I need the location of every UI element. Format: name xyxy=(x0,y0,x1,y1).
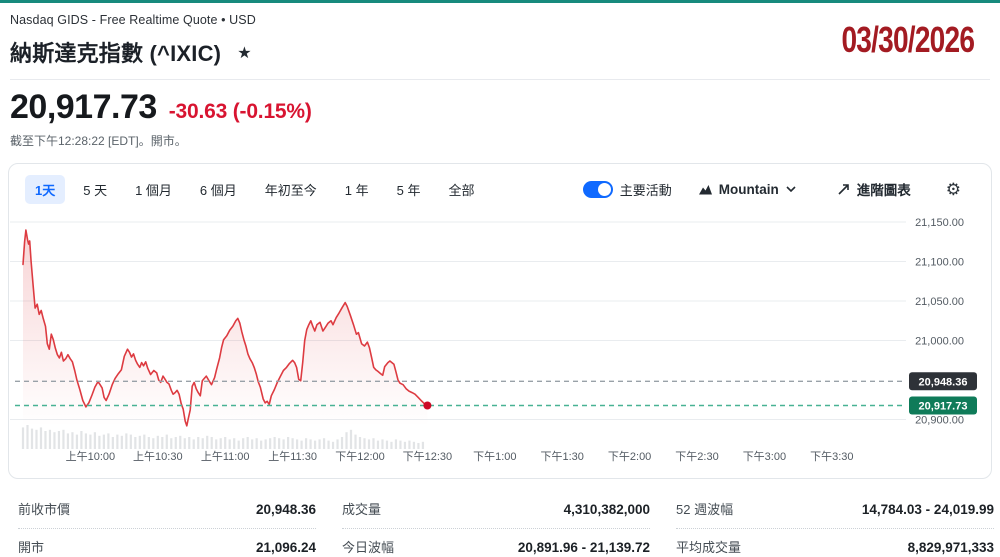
svg-text:21,150.00: 21,150.00 xyxy=(915,217,964,229)
svg-text:下午1:00: 下午1:00 xyxy=(473,450,516,463)
top-progress-bar xyxy=(0,0,1000,3)
gear-icon[interactable]: ⚙ xyxy=(945,179,961,199)
tab-5y[interactable]: 5 年 xyxy=(387,175,431,204)
tab-ytd[interactable]: 年初至今 xyxy=(255,175,327,204)
chart-type-select[interactable]: Mountain xyxy=(698,181,796,197)
stat-52wk-range: 52 週波幅 14,784.03 - 24,019.99 xyxy=(676,491,994,529)
key-events-toggle-group: 主要活動 xyxy=(582,180,672,199)
stat-previous-close: 前收市價 20,948.36 xyxy=(18,491,316,529)
price-chart[interactable]: 21,150.00 21,100.00 21,050.00 21,000.00 20,9… xyxy=(9,164,991,478)
chart-panel: 1天 5 天 1 個月 6 個月 年初至今 1 年 5 年 全部 主要活動 Mo… xyxy=(8,163,992,479)
quote-header: Nasdaq GIDS - Free Realtime Quote • USD … xyxy=(0,3,1000,149)
tab-6m[interactable]: 6 個月 xyxy=(190,175,247,204)
range-tabs: 1天 5 天 1 個月 6 個月 年初至今 1 年 5 年 全部 xyxy=(25,174,484,204)
chart-type-value: Mountain xyxy=(718,181,779,197)
current-price: 20,917.73 xyxy=(10,88,157,126)
chart-toolbar: 1天 5 天 1 個月 6 個月 年初至今 1 年 5 年 全部 主要活動 Mo… xyxy=(9,164,991,214)
svg-text:下午2:00: 下午2:00 xyxy=(608,450,651,463)
svg-text:21,000.00: 21,000.00 xyxy=(915,336,964,348)
quote-timestamp: 截至下午12:28:22 [EDT]。開市。 xyxy=(10,134,187,148)
chevron-down-icon xyxy=(786,186,796,192)
svg-text:20,948.36: 20,948.36 xyxy=(919,376,968,388)
svg-text:下午12:00: 下午12:00 xyxy=(335,450,385,463)
stat-open: 開市 21,096.24 xyxy=(18,529,316,557)
svg-text:下午1:30: 下午1:30 xyxy=(540,450,583,463)
mountain-icon xyxy=(698,184,712,194)
stat-avg-volume: 平均成交量 8,829,971,333 xyxy=(676,529,994,557)
exchange-info: Nasdaq GIDS - Free Realtime Quote • USD xyxy=(10,13,256,27)
svg-text:20,900.00: 20,900.00 xyxy=(915,415,964,427)
key-events-toggle[interactable] xyxy=(582,180,613,198)
svg-text:上午11:00: 上午11:00 xyxy=(201,450,250,463)
svg-text:下午3:00: 下午3:00 xyxy=(743,450,786,463)
svg-text:上午10:30: 上午10:30 xyxy=(133,450,183,463)
toggle-knob xyxy=(597,182,611,196)
svg-text:下午12:30: 下午12:30 xyxy=(403,450,453,463)
page-title: 納斯達克指數 (^IXIC) xyxy=(10,41,222,66)
price-change: -30.63 (-0.15%) xyxy=(168,100,312,123)
svg-text:下午2:30: 下午2:30 xyxy=(675,450,718,463)
tab-1y[interactable]: 1 年 xyxy=(335,175,379,204)
key-events-label: 主要活動 xyxy=(619,182,672,198)
tab-1d[interactable]: 1天 xyxy=(25,174,66,204)
expand-arrow-icon xyxy=(838,183,849,195)
header-divider xyxy=(10,79,990,80)
date-stamp: 03/30/2026 xyxy=(841,19,975,60)
svg-text:上午10:00: 上午10:00 xyxy=(66,450,116,463)
svg-text:20,917.73: 20,917.73 xyxy=(919,400,968,412)
svg-text:21,050.00: 21,050.00 xyxy=(915,296,964,308)
stat-day-range: 今日波幅 20,891.96 - 21,139.72 xyxy=(342,529,650,557)
tab-5d[interactable]: 5 天 xyxy=(73,175,117,204)
stat-volume: 成交量 4,310,382,000 xyxy=(342,491,650,529)
tab-max[interactable]: 全部 xyxy=(438,175,484,204)
advanced-chart-button[interactable]: 進階圖表 xyxy=(837,179,911,199)
advanced-chart-label: 進階圖表 xyxy=(856,183,911,198)
tab-1m[interactable]: 1 個月 xyxy=(125,175,182,204)
svg-text:21,100.00: 21,100.00 xyxy=(915,257,964,269)
svg-text:下午3:30: 下午3:30 xyxy=(810,450,853,463)
summary-stats: 前收市價 20,948.36 成交量 4,310,382,000 52 週波幅 … xyxy=(0,479,1000,557)
follow-star-icon[interactable]: ★ xyxy=(237,45,252,62)
svg-text:上午11:30: 上午11:30 xyxy=(268,450,317,463)
